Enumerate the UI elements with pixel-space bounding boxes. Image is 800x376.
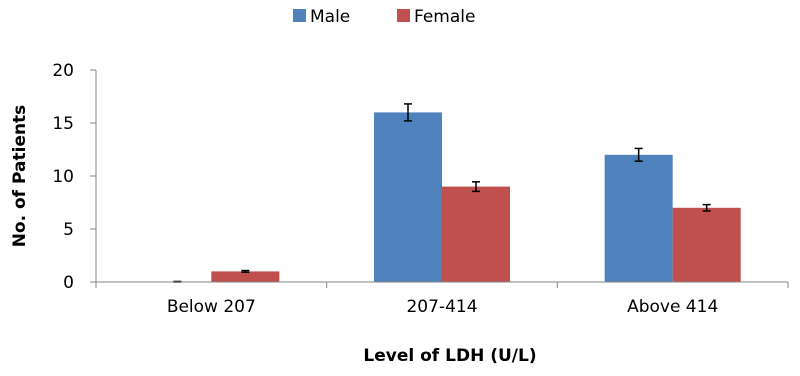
y-axis-ticks: 0 5 10 15 20 xyxy=(52,61,96,293)
bar-male xyxy=(374,112,442,282)
bar-female xyxy=(442,187,510,282)
legend-label-female: Female xyxy=(414,7,475,27)
y-tick-label: 0 xyxy=(63,273,74,293)
x-axis-ticks: Below 207 207-414 Above 414 xyxy=(96,282,788,317)
legend-swatch-male xyxy=(293,9,306,22)
bars xyxy=(173,104,740,282)
legend-label-male: Male xyxy=(310,7,350,27)
y-tick-label: 10 xyxy=(52,167,74,187)
legend: Male Female xyxy=(293,7,475,27)
y-tick-label: 5 xyxy=(63,220,74,240)
y-axis-title: No. of Patients xyxy=(10,105,30,248)
y-tick-label: 20 xyxy=(52,61,74,81)
x-tick-label: Above 414 xyxy=(627,297,718,317)
x-tick-label: Below 207 xyxy=(167,297,256,317)
legend-swatch-female xyxy=(397,9,410,22)
y-tick-label: 15 xyxy=(52,114,74,134)
x-tick-label: 207-414 xyxy=(406,297,477,317)
bar-female xyxy=(673,208,741,282)
x-axis-title: Level of LDH (U/L) xyxy=(363,346,536,366)
bar-male xyxy=(605,155,673,282)
